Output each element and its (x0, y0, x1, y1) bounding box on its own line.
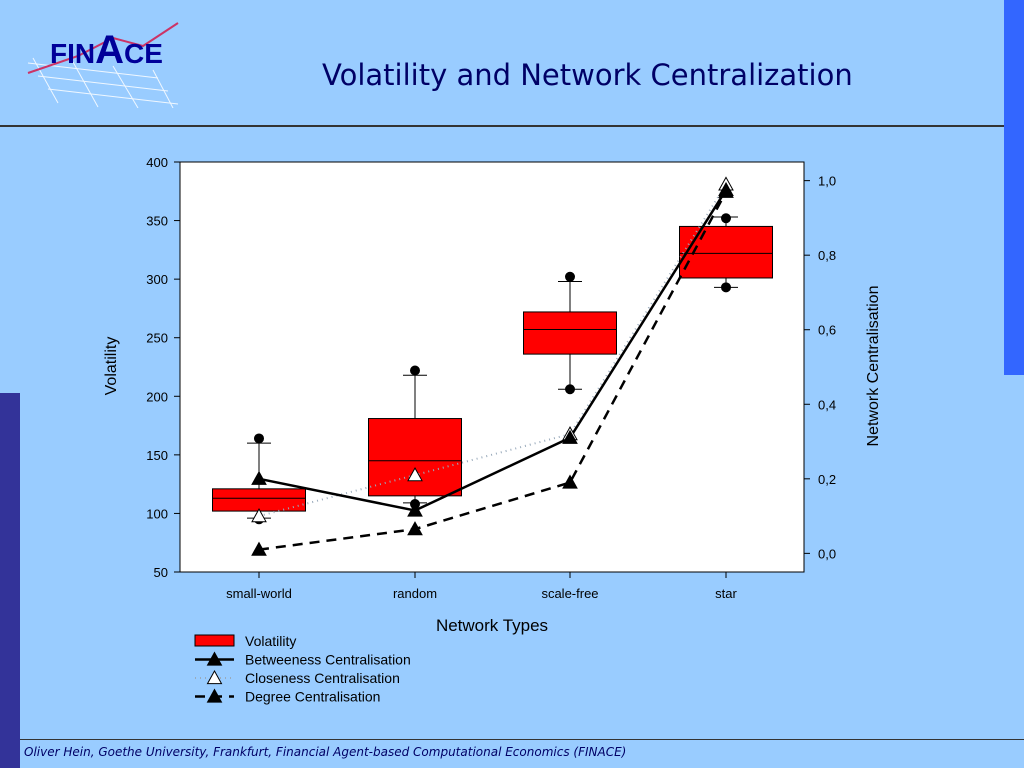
y-tick-label: 250 (146, 331, 168, 346)
svg-text:FINACE: FINACE (50, 28, 163, 72)
logo-text-left: FIN (50, 38, 95, 69)
y-axis-label: Volatility (103, 337, 120, 396)
outlier-point (254, 433, 264, 444)
betweeness-centralisation-marker (251, 470, 267, 485)
legend-label: Betweeness Centralisation (245, 652, 411, 668)
legend-swatch-marker (206, 651, 223, 666)
outlier-point (721, 282, 731, 293)
logo-text-big: A (95, 28, 124, 72)
degree-centralisation-marker (407, 521, 423, 536)
betweeness-centralisation-line (258, 189, 728, 512)
y-tick-label: 200 (146, 389, 168, 404)
x-axis-label: Network Types (436, 616, 548, 635)
accent-bar-right (1004, 0, 1024, 375)
legend-swatch-marker (206, 669, 223, 685)
legend-label: Degree Centralisation (245, 689, 380, 705)
degree-centralisation-marker (718, 183, 734, 198)
x-tick-label: random (393, 586, 437, 601)
closeness-centralisation-marker (407, 467, 423, 482)
accent-bar-left (0, 393, 20, 768)
y2-axis-label: Network Centralisation (865, 286, 882, 447)
slide-title: Volatility and Network Centralization (322, 58, 853, 92)
degree-centralisation-line (258, 191, 728, 551)
betweeness-centralisation-marker (562, 429, 578, 444)
outlier-point (410, 365, 420, 376)
volatility-box (523, 311, 617, 355)
outlier-point (565, 271, 575, 282)
y-tick-label: 300 (146, 272, 168, 287)
x-tick-label: small-world (226, 586, 292, 601)
legend-label: Volatility (245, 633, 296, 649)
y-tick-label: 350 (146, 214, 168, 229)
legend-label: Closeness Centralisation (245, 670, 400, 686)
degree-centralisation-marker (251, 541, 267, 556)
title-divider (0, 125, 1004, 127)
logo-text-right: CE (124, 38, 163, 69)
y2-tick-label: 0,2 (818, 472, 836, 487)
legend: Volatility Betweeness Centralisation Close… (194, 633, 411, 705)
outlier-point (565, 384, 575, 395)
legend-swatch-volatility (194, 634, 235, 647)
finace-logo: FINACE (27, 22, 179, 108)
legend-swatch-marker (206, 688, 223, 703)
volatility-box (368, 418, 462, 497)
footer-text: Oliver Hein, Goethe University, Frankfur… (24, 745, 627, 759)
degree-centralisation-marker (562, 474, 578, 489)
y-tick-label: 100 (146, 506, 168, 521)
volatility-box (212, 488, 306, 512)
x-tick-label: scale-free (541, 586, 598, 601)
logo-grid-icon (27, 57, 179, 108)
y2-tick-label: 1,0 (818, 174, 836, 189)
footer-divider (20, 739, 1024, 740)
y2-tick-label: 0,0 (818, 546, 836, 561)
x-tick-label: star (715, 586, 737, 601)
outlier-point (721, 213, 731, 224)
y-tick-label: 400 (146, 155, 168, 170)
y-tick-label: 50 (154, 565, 168, 580)
y2-tick-label: 0,4 (818, 397, 836, 412)
y2-tick-label: 0,6 (818, 323, 836, 338)
logo-trend-line (27, 22, 179, 74)
y-tick-label: 150 (146, 448, 168, 463)
betweeness-centralisation-marker (407, 502, 423, 517)
closeness-centralisation-marker (251, 508, 267, 523)
y2-tick-label: 0,8 (818, 248, 836, 263)
